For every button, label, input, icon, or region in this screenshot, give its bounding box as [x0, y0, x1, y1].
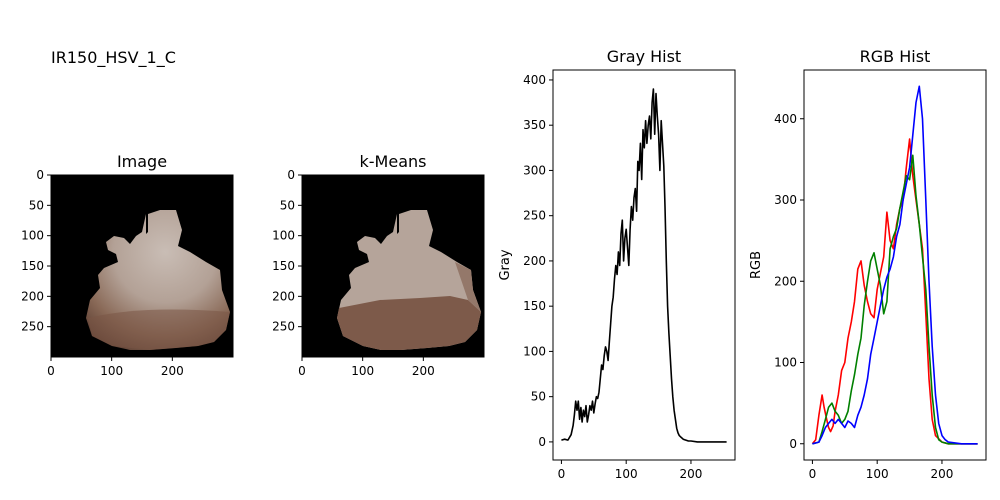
y-tick-label: 150: [21, 259, 44, 273]
y-tick-label: 0: [789, 437, 797, 451]
series-line-0: [561, 88, 727, 443]
x-tick-label: 100: [615, 467, 638, 481]
y-tick-label: 50: [531, 390, 546, 404]
x-tick-label: 0: [809, 467, 817, 481]
y-tick-label: 50: [29, 198, 44, 212]
y-tick-label: 300: [523, 163, 546, 177]
x-tick-label: 100: [866, 467, 889, 481]
kmeans-panel-title: k-Means: [360, 152, 427, 171]
gray-hist-panel: Gray Hist Gray 0 100 200 0 50 100 150 200 250 300…: [498, 47, 736, 481]
y-tick-label: 400: [523, 73, 546, 87]
y-tick-label: 150: [272, 259, 295, 273]
x-tick-label: 200: [412, 364, 435, 378]
kmeans-axes: 0 100 200 0 50 100 150 200 250: [272, 168, 435, 378]
y-tick-label: 200: [272, 289, 295, 303]
y-tick-label: 0: [287, 168, 295, 182]
y-tick-label: 0: [538, 435, 546, 449]
x-tick-label: 0: [558, 467, 566, 481]
y-tick-label: 200: [21, 289, 44, 303]
y-tick-label: 100: [523, 344, 546, 358]
y-tick-label: 50: [280, 198, 295, 212]
rgb-hist-plot: 0 100 200 0 100 200 300 400: [774, 85, 978, 481]
figure-title: IR150_HSV_1_C: [51, 48, 176, 67]
rgb-hist-frame: [803, 69, 987, 461]
gray-hist-ylabel: Gray: [498, 249, 513, 280]
image-axes: 0 100 200 0 50 100 150 200 250: [21, 168, 184, 378]
rgb-hist-title: RGB Hist: [860, 47, 931, 66]
y-tick-label: 250: [272, 320, 295, 334]
y-tick-label: 300: [774, 193, 797, 207]
x-tick-label: 200: [680, 467, 703, 481]
y-tick-label: 200: [774, 274, 797, 288]
y-tick-label: 250: [21, 320, 44, 334]
rgb-hist-ylabel: RGB: [749, 251, 764, 279]
y-tick-label: 150: [523, 299, 546, 313]
x-tick-label: 100: [100, 364, 123, 378]
y-tick-label: 100: [272, 229, 295, 243]
y-tick-label: 100: [21, 229, 44, 243]
x-tick-label: 200: [161, 364, 184, 378]
series-line-0: [811, 138, 978, 445]
y-tick-label: 400: [774, 112, 797, 126]
x-tick-label: 0: [47, 364, 55, 378]
y-tick-label: 0: [36, 168, 44, 182]
image-panel: Image 0 100 200 0 50 100 150 200 250: [21, 152, 234, 378]
y-tick-label: 100: [774, 356, 797, 370]
x-tick-label: 200: [931, 467, 954, 481]
y-tick-label: 350: [523, 118, 546, 132]
series-line-2: [812, 85, 978, 445]
gray-hist-frame: [552, 69, 736, 461]
kmeans-segmentation-image: [337, 210, 481, 350]
rgb-hist-panel: RGB Hist RGB 0 100 200 0 100 200 300 400: [749, 47, 987, 481]
gray-hist-title: Gray Hist: [607, 47, 681, 66]
x-tick-label: 0: [298, 364, 306, 378]
y-tick-label: 200: [523, 254, 546, 268]
gray-hist-plot: 0 100 200 0 50 100 150 200 250 300 350 400: [523, 73, 727, 481]
skin-lesion-image: [86, 210, 230, 350]
kmeans-panel: k-Means 0 100 200 0 50 100 150 200 250: [272, 152, 485, 378]
y-tick-label: 250: [523, 209, 546, 223]
image-panel-title: Image: [117, 152, 167, 171]
x-tick-label: 100: [351, 364, 374, 378]
